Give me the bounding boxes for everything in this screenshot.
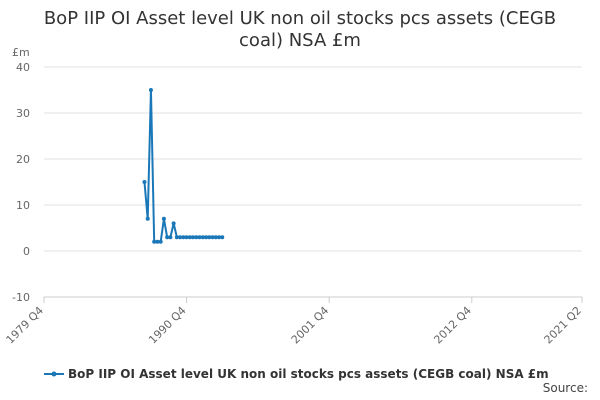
source: Source: (543, 381, 588, 395)
x-tick-label: 1979 Q4 (4, 304, 47, 347)
data-point (145, 216, 150, 221)
data-point (142, 180, 147, 184)
data-point (217, 235, 222, 240)
data-point (152, 239, 157, 244)
data-point (178, 235, 183, 240)
data-point (181, 235, 186, 240)
data-point (213, 235, 218, 240)
data-point (184, 235, 189, 240)
data-point (207, 235, 212, 240)
y-tick-label: 10 (16, 199, 30, 212)
y-tick-label: 40 (16, 61, 30, 74)
chart-title: BoP IIP OI Asset level UK non oil stocks… (43, 8, 557, 51)
data-point (158, 239, 163, 244)
legend-label: BoP IIP OI Asset level UK non oil stocks… (68, 367, 549, 381)
y-axis-label: £m (12, 46, 30, 59)
data-point (220, 235, 225, 240)
data-point (187, 235, 192, 240)
data-point (204, 235, 209, 240)
data-point (148, 88, 153, 92)
y-tick-label: 30 (16, 107, 30, 120)
y-tick-label: -10 (12, 291, 30, 304)
y-tick-label: 20 (16, 153, 30, 166)
data-point (171, 221, 176, 226)
x-tick-label: 2021 Q2 (542, 304, 585, 347)
data-point (197, 235, 202, 240)
x-tick-label: 1990 Q4 (146, 304, 189, 347)
data-point (174, 235, 179, 240)
data-point (210, 235, 215, 240)
data-point (191, 235, 196, 240)
y-tick-label: 0 (23, 245, 30, 258)
data-point (155, 239, 160, 244)
legend-marker (51, 371, 57, 377)
x-tick-label: 2001 Q4 (289, 304, 332, 347)
data-point (165, 235, 170, 240)
data-point (161, 216, 166, 221)
data-point (194, 235, 199, 240)
data-point (200, 235, 205, 240)
data-point (168, 235, 173, 240)
x-tick-label: 2012 Q4 (431, 304, 474, 347)
